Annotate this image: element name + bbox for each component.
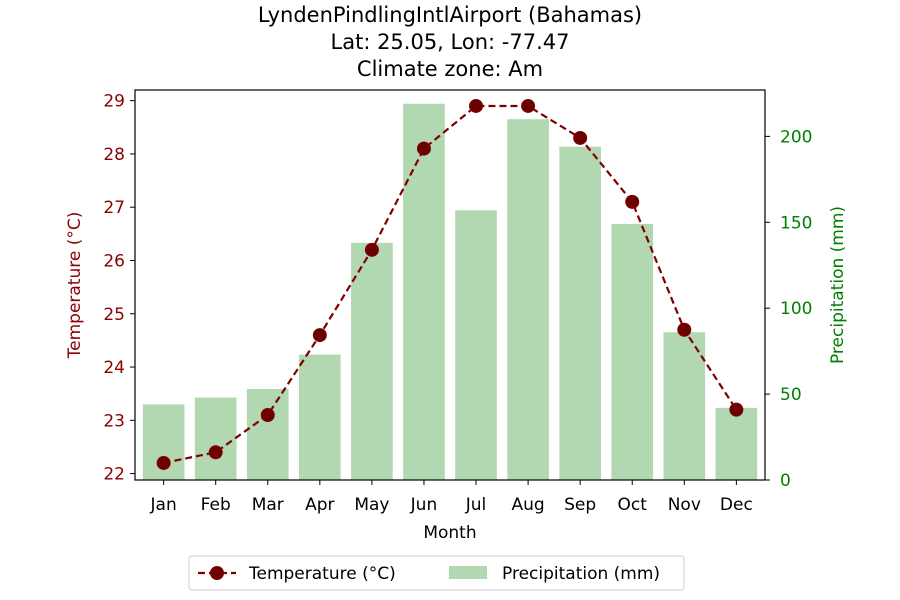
chart-title: LyndenPindlingIntlAirport (Bahamas) Lat:… xyxy=(258,3,642,81)
x-tick-label-mar: Mar xyxy=(252,495,284,515)
legend-temperature-label: Temperature (°C) xyxy=(248,564,396,584)
temperature-point-may xyxy=(364,242,379,257)
precipitation-bar-apr xyxy=(299,354,341,480)
x-tick-label-apr: Apr xyxy=(305,495,334,515)
temperature-point-nov xyxy=(677,322,692,337)
temperature-point-aug xyxy=(521,98,536,113)
legend: Temperature (°C) Precipitation (mm) xyxy=(188,555,685,591)
temperature-point-dec xyxy=(729,402,744,417)
precipitation-bar-dec xyxy=(715,407,758,480)
left-tick-label: 25 xyxy=(103,305,125,325)
title-line-1: LyndenPindlingIntlAirport (Bahamas) xyxy=(258,3,642,27)
precipitation-bar-feb xyxy=(194,397,237,480)
legend-precipitation-swatch xyxy=(449,566,487,579)
temperature-line xyxy=(156,98,744,470)
x-tick-label-oct: Oct xyxy=(618,495,648,515)
title-line-2: Lat: 25.05, Lon: -77.47 xyxy=(331,30,570,54)
temperature-point-jan xyxy=(156,455,171,470)
x-tick-label-nov: Nov xyxy=(668,495,701,515)
right-tick-label: 50 xyxy=(780,385,802,405)
left-tick-label: 23 xyxy=(103,411,125,431)
temperature-point-feb xyxy=(208,445,223,460)
right-tick-label: 100 xyxy=(780,299,812,319)
left-tick-label: 24 xyxy=(103,358,125,378)
precipitation-bars xyxy=(142,103,758,481)
x-tick-label-sep: Sep xyxy=(564,495,596,515)
right-tick-label: 150 xyxy=(780,213,812,233)
precipitation-axis-ticks: 0 50 100 150 200 xyxy=(765,127,812,491)
month-axis-ticks: Jan Feb Mar Apr May Jun Jul Aug Sep Oct Nov Dec xyxy=(150,480,753,515)
precipitation-bar-may xyxy=(351,242,393,480)
x-tick-label-jan: Jan xyxy=(150,495,177,515)
precipitation-bar-mar xyxy=(246,388,289,480)
right-axis-label: Precipitation (mm) xyxy=(828,206,848,364)
left-tick-label: 29 xyxy=(103,92,125,112)
precipitation-bar-sep xyxy=(559,146,601,480)
precipitation-bar-jun xyxy=(403,103,445,480)
title-line-3: Climate zone: Am xyxy=(357,57,543,81)
legend-frame xyxy=(188,555,685,591)
plot-frame xyxy=(134,89,766,481)
temperature-axis-ticks: 22 23 24 25 26 27 28 29 xyxy=(103,92,135,485)
left-tick-label: 28 xyxy=(103,145,125,165)
x-tick-label-feb: Feb xyxy=(201,495,231,515)
left-tick-label: 26 xyxy=(103,251,125,271)
x-tick-label-may: May xyxy=(354,495,389,515)
left-tick-label: 22 xyxy=(103,465,125,485)
x-tick-label-jun: Jun xyxy=(410,495,438,515)
temperature-point-jul xyxy=(469,98,484,113)
x-tick-label-aug: Aug xyxy=(511,495,544,515)
right-tick-label: 0 xyxy=(780,471,791,491)
precipitation-bar-oct xyxy=(611,224,654,480)
temperature-point-sep xyxy=(573,130,588,145)
x-tick-label-jul: Jul xyxy=(465,495,487,515)
x-axis-label: Month xyxy=(423,523,476,543)
temperature-point-apr xyxy=(312,328,327,343)
temperature-point-oct xyxy=(625,194,640,209)
x-tick-label-dec: Dec xyxy=(720,495,753,515)
legend-temperature-marker-dot xyxy=(210,566,224,580)
left-axis-label: Temperature (°C) xyxy=(65,212,85,360)
temperature-point-mar xyxy=(260,408,275,422)
right-tick-label: 200 xyxy=(780,127,812,147)
precipitation-bar-jul xyxy=(455,210,497,480)
legend-precipitation-label: Precipitation (mm) xyxy=(502,564,660,584)
precipitation-bar-nov xyxy=(663,332,706,480)
precipitation-bar-aug xyxy=(507,119,549,481)
left-tick-label: 27 xyxy=(103,198,125,218)
temperature-point-jun xyxy=(416,141,431,156)
